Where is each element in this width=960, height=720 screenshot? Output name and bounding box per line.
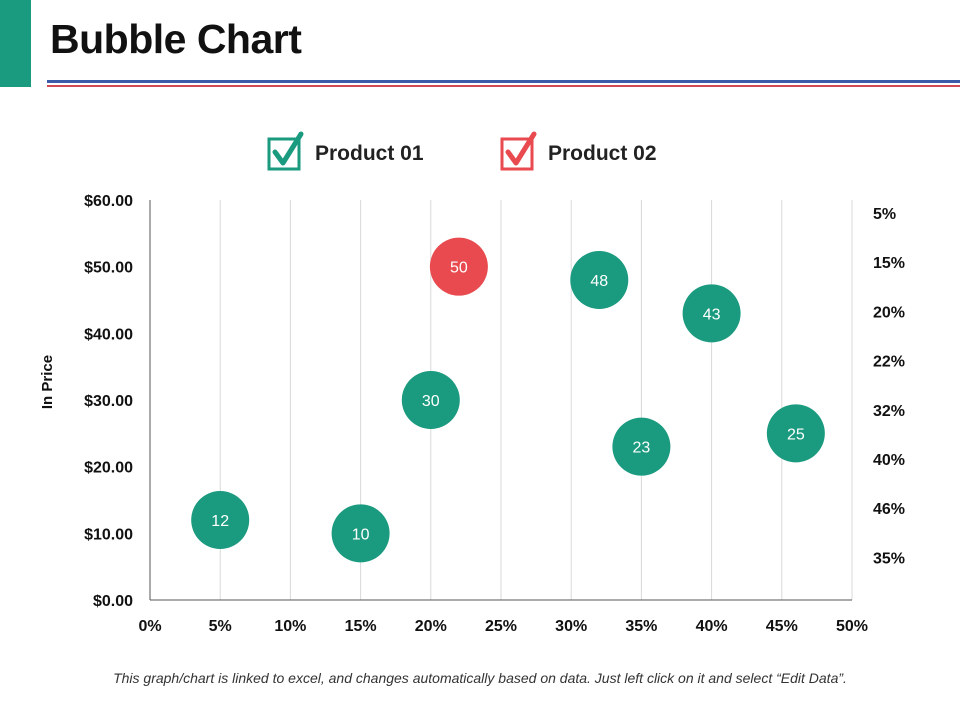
x-tick-label: 20% (415, 618, 447, 635)
bubble[interactable] (401, 371, 460, 429)
bubble[interactable] (570, 251, 629, 309)
x-tick-label: 0% (138, 618, 161, 635)
bubble[interactable] (331, 504, 390, 563)
bubble-label: 23 (633, 440, 651, 457)
footnote: This graph/chart is linked to excel, and… (113, 670, 847, 686)
y-tick-label: $0.00 (93, 593, 133, 610)
x-tick-label: 10% (274, 618, 306, 635)
bubble[interactable] (682, 284, 741, 343)
y-tick-label: $30.00 (84, 393, 133, 410)
y-axis-title: In Price (39, 355, 56, 409)
check-icon (505, 131, 537, 166)
check-icon (272, 131, 304, 166)
right-label: 22% (873, 354, 905, 371)
title-rule-red (47, 85, 960, 87)
bubble-label: 50 (450, 260, 468, 277)
x-tick-label: 30% (555, 618, 587, 635)
page-title: Bubble Chart (50, 16, 302, 62)
x-tick-label: 5% (209, 618, 232, 635)
bubble-label: 48 (590, 273, 608, 290)
legend-checkbox-icon[interactable] (500, 137, 534, 171)
title-accent-bar (0, 0, 31, 87)
legend-label: Product 02 (548, 142, 657, 165)
right-label: 20% (873, 304, 905, 321)
legend-checkbox-icon[interactable] (267, 137, 301, 171)
x-tick-label: 35% (625, 618, 657, 635)
y-tick-label: $60.00 (84, 193, 133, 210)
right-label: 5% (873, 206, 896, 223)
bubble-label: 25 (787, 426, 805, 443)
legend-label: Product 01 (315, 142, 424, 165)
bubble[interactable] (429, 237, 488, 296)
y-tick-label: $20.00 (84, 460, 133, 477)
right-label: 46% (873, 501, 905, 518)
x-tick-label: 45% (766, 618, 798, 635)
bubble-label: 10 (352, 526, 370, 543)
y-tick-label: $40.00 (84, 326, 133, 343)
bubble[interactable] (612, 417, 671, 476)
y-tick-label: $50.00 (84, 260, 133, 277)
bubble-label: 30 (422, 393, 440, 410)
title-rule-blue (47, 80, 960, 83)
x-tick-label: 25% (485, 618, 517, 635)
right-label: 15% (873, 255, 905, 272)
x-tick-label: 15% (345, 618, 377, 635)
x-tick-label: 50% (836, 618, 868, 635)
right-label: 32% (873, 403, 905, 420)
right-label: 40% (873, 452, 905, 469)
bubble-label: 43 (703, 306, 721, 323)
right-label: 35% (873, 550, 905, 567)
y-tick-label: $10.00 (84, 526, 133, 543)
x-tick-label: 40% (696, 618, 728, 635)
bubble[interactable] (766, 404, 825, 463)
bubble-label: 12 (211, 513, 229, 530)
bubble[interactable] (191, 491, 250, 549)
